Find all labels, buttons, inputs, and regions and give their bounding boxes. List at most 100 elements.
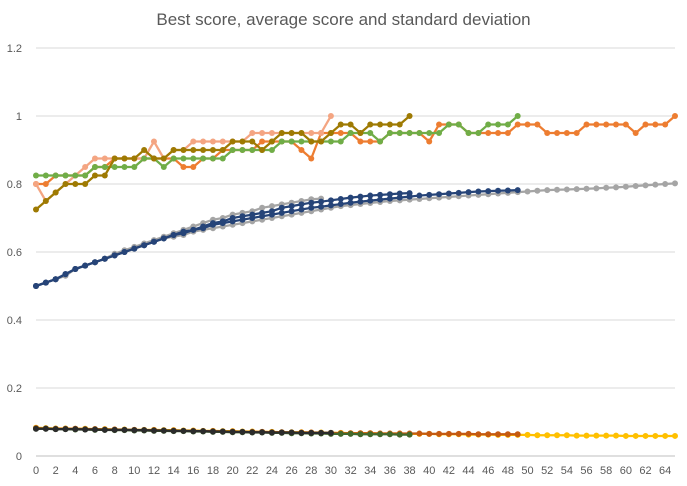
data-point bbox=[367, 138, 374, 145]
data-point bbox=[288, 208, 295, 215]
data-point bbox=[337, 201, 344, 208]
x-tick-label: 28 bbox=[305, 465, 317, 477]
x-tick-label: 40 bbox=[423, 465, 435, 477]
data-point bbox=[229, 215, 236, 221]
data-point bbox=[160, 427, 167, 434]
data-point bbox=[268, 147, 275, 153]
x-tick-label: 16 bbox=[187, 465, 199, 477]
series-average-2 bbox=[33, 187, 521, 289]
data-point bbox=[347, 430, 354, 437]
data-point bbox=[91, 164, 98, 170]
data-point bbox=[396, 431, 403, 438]
data-point bbox=[455, 430, 462, 437]
data-point bbox=[180, 147, 187, 153]
data-point bbox=[52, 189, 59, 196]
x-tick-label: 60 bbox=[620, 465, 632, 477]
x-tick-label: 18 bbox=[207, 465, 219, 477]
data-point bbox=[347, 130, 354, 136]
data-point bbox=[622, 432, 629, 439]
data-point bbox=[554, 186, 561, 193]
x-tick-label: 8 bbox=[112, 465, 118, 477]
x-tick-label: 50 bbox=[521, 465, 533, 477]
data-point bbox=[42, 181, 49, 187]
data-point bbox=[672, 432, 678, 439]
data-point bbox=[239, 428, 246, 435]
data-point bbox=[318, 429, 325, 436]
data-point bbox=[33, 181, 39, 187]
data-point bbox=[91, 426, 98, 433]
data-point bbox=[239, 138, 246, 145]
y-tick-label: 1 bbox=[16, 111, 22, 123]
data-point bbox=[347, 199, 354, 206]
data-point bbox=[436, 191, 443, 198]
data-point bbox=[101, 155, 108, 162]
data-point bbox=[288, 138, 295, 145]
data-point bbox=[170, 427, 177, 434]
data-point bbox=[475, 188, 482, 195]
data-point bbox=[33, 172, 39, 179]
data-point bbox=[229, 147, 236, 153]
data-point bbox=[357, 130, 364, 136]
data-point bbox=[642, 121, 649, 128]
series-line bbox=[35, 197, 322, 288]
data-point bbox=[485, 431, 492, 438]
data-point bbox=[101, 426, 108, 433]
data-point bbox=[101, 255, 108, 262]
data-point bbox=[249, 429, 256, 436]
data-point bbox=[652, 181, 659, 188]
data-point bbox=[436, 430, 443, 437]
data-point bbox=[396, 130, 403, 136]
x-tick-label: 12 bbox=[148, 465, 160, 477]
data-point bbox=[82, 426, 89, 433]
data-point bbox=[170, 155, 177, 162]
data-point bbox=[82, 164, 89, 170]
data-point bbox=[33, 206, 39, 213]
data-point bbox=[485, 188, 492, 195]
x-tick-label: 20 bbox=[226, 465, 238, 477]
data-point bbox=[52, 172, 59, 179]
data-point bbox=[259, 130, 266, 136]
data-point bbox=[475, 130, 482, 136]
data-point bbox=[72, 266, 79, 272]
data-point bbox=[406, 130, 413, 136]
data-point bbox=[52, 426, 59, 433]
series-lines bbox=[33, 113, 678, 439]
data-point bbox=[367, 197, 374, 204]
data-point bbox=[219, 218, 226, 225]
data-point bbox=[150, 138, 157, 145]
data-point bbox=[622, 183, 629, 190]
series-std-8 bbox=[33, 424, 678, 439]
series-line bbox=[36, 115, 676, 186]
data-point bbox=[386, 121, 393, 128]
data-point bbox=[121, 164, 128, 170]
data-point bbox=[377, 121, 384, 128]
data-point bbox=[347, 121, 354, 128]
data-point bbox=[377, 191, 384, 198]
data-point bbox=[219, 138, 226, 145]
data-point bbox=[298, 206, 305, 213]
data-point bbox=[563, 130, 570, 136]
data-point bbox=[377, 138, 384, 145]
series-line bbox=[35, 115, 411, 211]
data-point bbox=[426, 430, 433, 437]
data-point bbox=[62, 426, 69, 433]
data-point bbox=[327, 197, 334, 204]
data-point bbox=[544, 130, 551, 136]
data-point bbox=[534, 121, 541, 128]
series-best-4 bbox=[33, 113, 678, 187]
data-point bbox=[190, 155, 197, 162]
data-point bbox=[514, 431, 521, 438]
data-point bbox=[82, 172, 89, 179]
data-point bbox=[259, 204, 266, 211]
data-point bbox=[642, 182, 649, 189]
data-point bbox=[524, 188, 531, 195]
data-point bbox=[652, 432, 659, 439]
data-point bbox=[357, 193, 364, 200]
data-point bbox=[563, 186, 570, 193]
x-tick-label: 42 bbox=[443, 465, 455, 477]
data-point bbox=[672, 113, 678, 119]
data-point bbox=[504, 187, 511, 194]
data-point bbox=[121, 426, 128, 433]
x-tick-label: 64 bbox=[659, 465, 671, 477]
data-point bbox=[42, 279, 49, 286]
